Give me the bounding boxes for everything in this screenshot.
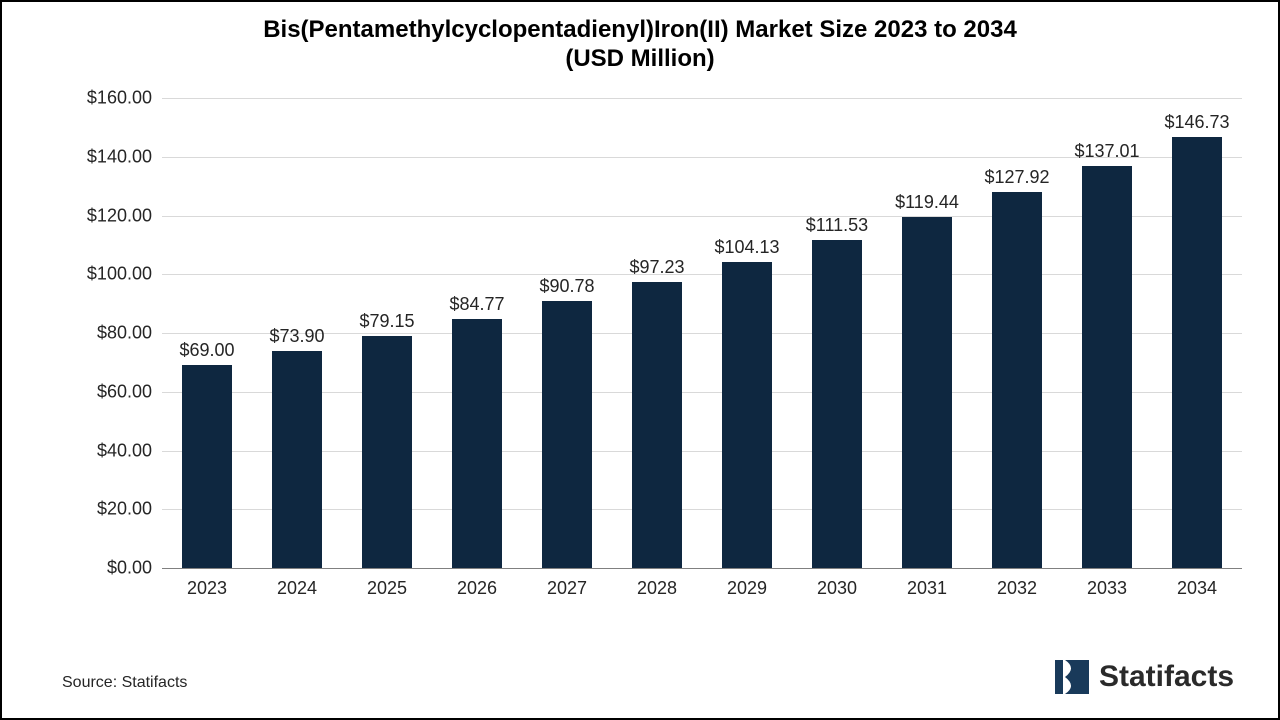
x-tick-label: 2023	[162, 572, 252, 599]
y-tick-label: $160.00	[87, 88, 162, 109]
bar	[1172, 137, 1222, 568]
plot-area: $0.00$20.00$40.00$60.00$80.00$100.00$120…	[162, 98, 1242, 608]
bar	[452, 319, 502, 568]
bar	[542, 301, 592, 568]
bar-slot: $111.53	[792, 98, 882, 568]
bar	[722, 262, 772, 568]
bar-value-label: $73.90	[269, 326, 324, 347]
bar-slot: $119.44	[882, 98, 972, 568]
x-tick-label: 2026	[432, 572, 522, 599]
y-tick-label: $100.00	[87, 264, 162, 285]
bar-slot: $73.90	[252, 98, 342, 568]
y-tick-label: $20.00	[97, 499, 162, 520]
brand-name: Statifacts	[1099, 660, 1234, 694]
bar	[272, 351, 322, 568]
bar-slot: $137.01	[1062, 98, 1152, 568]
bar-value-label: $146.73	[1164, 112, 1229, 133]
bar	[362, 336, 412, 569]
x-tick-label: 2025	[342, 572, 432, 599]
x-tick-label: 2027	[522, 572, 612, 599]
chart-frame: Bis(Pentamethylcyclopentadienyl)Iron(II)…	[0, 0, 1280, 720]
y-tick-label: $140.00	[87, 146, 162, 167]
bar-value-label: $69.00	[179, 340, 234, 361]
bar	[992, 192, 1042, 568]
source-text: Source: Statifacts	[62, 674, 187, 692]
x-tick-label: 2034	[1152, 572, 1242, 599]
bar-value-label: $79.15	[359, 311, 414, 332]
bar-value-label: $127.92	[984, 167, 1049, 188]
bar	[902, 217, 952, 568]
y-tick-label: $40.00	[97, 440, 162, 461]
bar-slot: $69.00	[162, 98, 252, 568]
x-tick-label: 2031	[882, 572, 972, 599]
bar-value-label: $90.78	[539, 276, 594, 297]
chart-title-line1: Bis(Pentamethylcyclopentadienyl)Iron(II)…	[2, 16, 1278, 45]
brand-logo: Statifacts	[1055, 660, 1234, 694]
x-tick-label: 2032	[972, 572, 1062, 599]
bar-slot: $79.15	[342, 98, 432, 568]
bar-value-label: $84.77	[449, 294, 504, 315]
grid-line	[162, 568, 1242, 569]
bar	[812, 240, 862, 568]
bar-slot: $104.13	[702, 98, 792, 568]
brand-icon	[1055, 660, 1089, 694]
chart-title: Bis(Pentamethylcyclopentadienyl)Iron(II)…	[2, 2, 1278, 74]
bar-slot: $97.23	[612, 98, 702, 568]
bar	[632, 282, 682, 568]
chart-title-line2: (USD Million)	[2, 45, 1278, 74]
bar-value-label: $104.13	[714, 237, 779, 258]
y-tick-label: $120.00	[87, 205, 162, 226]
x-tick-label: 2033	[1062, 572, 1152, 599]
x-tick-label: 2024	[252, 572, 342, 599]
bar-value-label: $111.53	[806, 215, 868, 236]
bar-value-label: $97.23	[629, 257, 684, 278]
x-tick-label: 2028	[612, 572, 702, 599]
y-tick-label: $60.00	[97, 381, 162, 402]
bar-slot: $146.73	[1152, 98, 1242, 568]
y-tick-label: $0.00	[107, 558, 162, 579]
bar-slot: $84.77	[432, 98, 522, 568]
x-tick-label: 2030	[792, 572, 882, 599]
x-tick-label: 2029	[702, 572, 792, 599]
x-axis-labels: 2023202420252026202720282029203020312032…	[162, 572, 1242, 608]
bar	[182, 365, 232, 568]
chart-footer: Source: Statifacts Statifacts	[2, 652, 1278, 718]
bars-row: $69.00 $73.90 $79.15 $84.77 $90.78 $97.23 $104…	[162, 98, 1242, 568]
y-tick-label: $80.00	[97, 323, 162, 344]
bar	[1082, 166, 1132, 568]
bar-value-label: $137.01	[1074, 141, 1139, 162]
bar-slot: $127.92	[972, 98, 1062, 568]
bar-value-label: $119.44	[895, 192, 959, 213]
bar-slot: $90.78	[522, 98, 612, 568]
